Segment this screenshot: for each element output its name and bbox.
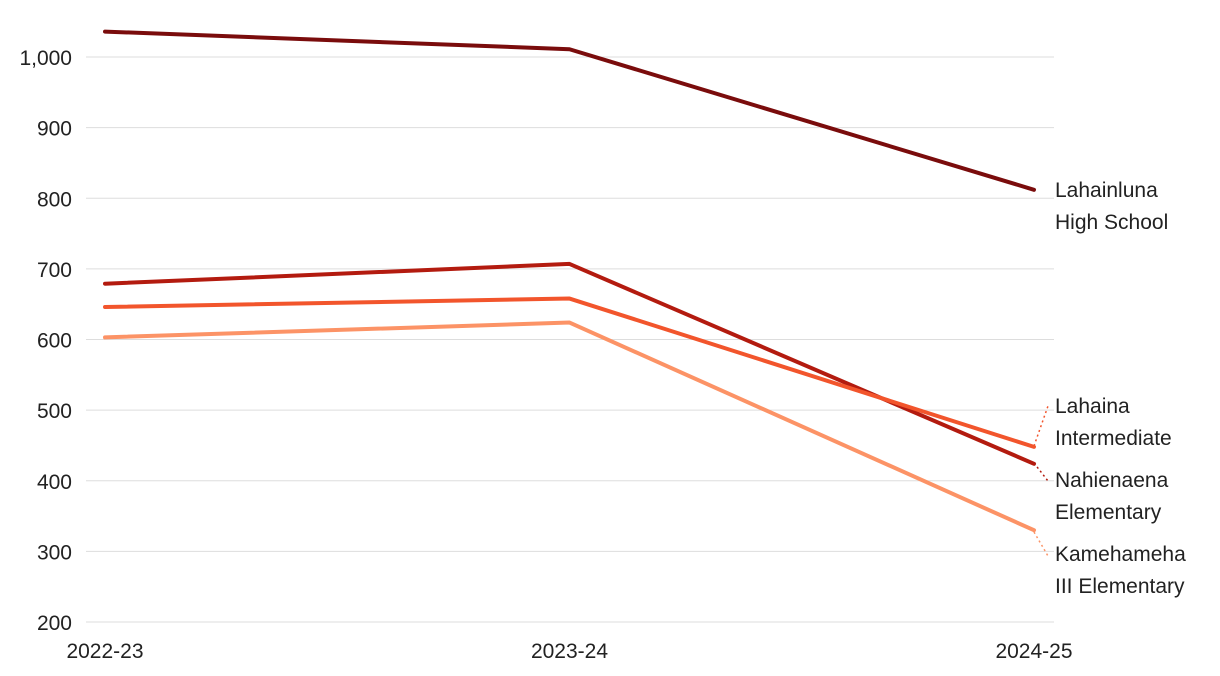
- series-label-1: Nahienaena: [1055, 469, 1169, 492]
- series-line-3: [103, 320, 1036, 533]
- x-axis: 2022-23 2023-24 2024-25: [66, 640, 1072, 663]
- series-label-3: Kamehameha: [1055, 543, 1186, 566]
- y-tick-label: 800: [37, 188, 72, 211]
- y-axis: 200 300 400 500 600 700 800 900 1,000: [19, 47, 72, 635]
- series-labels: Lahainluna High School Nahienaena Elementar…: [1033, 179, 1186, 598]
- y-tick-label: 200: [37, 612, 72, 635]
- series-label-2: Lahaina: [1055, 395, 1130, 418]
- y-tick-label: 1,000: [19, 47, 72, 70]
- label-leader-3: [1033, 531, 1049, 557]
- label-leader-1: [1033, 462, 1049, 482]
- y-tick-label: 500: [37, 400, 72, 423]
- gridlines: [86, 56, 1054, 623]
- y-tick-label: 600: [37, 330, 72, 353]
- series-line-2: [103, 296, 1036, 449]
- x-tick-label: 2023-24: [531, 640, 608, 663]
- x-tick-label: 2022-23: [66, 640, 143, 663]
- y-tick-label: 300: [37, 541, 72, 564]
- label-leader-2: [1033, 405, 1049, 447]
- series-label-1: Elementary: [1055, 501, 1162, 524]
- x-tick-label: 2024-25: [995, 640, 1072, 663]
- series-label-0: Lahainluna: [1055, 179, 1158, 202]
- y-tick-label: 400: [37, 471, 72, 494]
- series-label-2: Intermediate: [1055, 427, 1172, 450]
- series-line-1: [103, 261, 1036, 466]
- series-lines: [103, 29, 1036, 533]
- series-line-0: [103, 29, 1036, 192]
- y-tick-label: 700: [37, 259, 72, 282]
- series-label-0: High School: [1055, 211, 1168, 234]
- series-label-3: III Elementary: [1055, 575, 1185, 598]
- y-tick-label: 900: [37, 118, 72, 141]
